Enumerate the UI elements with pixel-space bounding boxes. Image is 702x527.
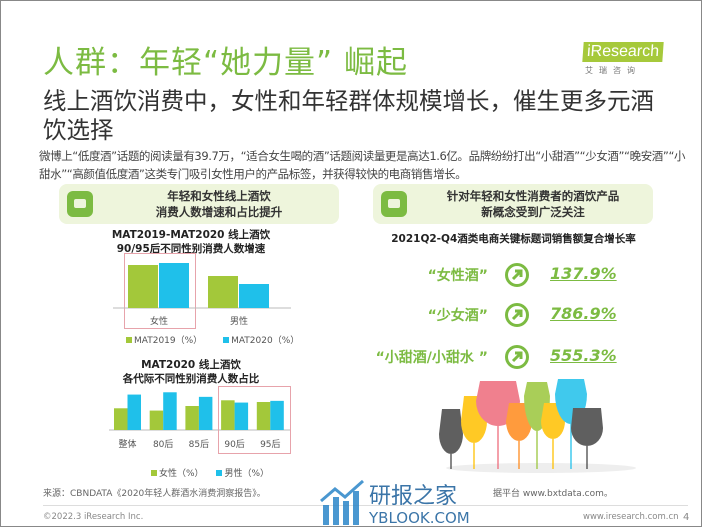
legend-swatch bbox=[216, 470, 223, 476]
category-label: 85后 bbox=[188, 440, 210, 450]
website: www.iresearch.com.cn bbox=[583, 512, 679, 522]
iresearch-logo: iResearch 艾瑞咨询 bbox=[582, 41, 664, 76]
bar-80后-1 bbox=[163, 392, 177, 430]
bar-85后-1 bbox=[198, 396, 213, 430]
category-label: 女性 bbox=[149, 317, 168, 327]
legend-swatch bbox=[223, 337, 230, 343]
bar-85后-0 bbox=[185, 406, 199, 430]
category-label: 80后 bbox=[152, 440, 174, 450]
keyword-label: “小甜酒/小甜水 ” bbox=[375, 350, 488, 366]
banner-line: 针对年轻和女性消费者的酒饮产品 bbox=[446, 189, 620, 203]
svg-text:研报之家: 研报之家 bbox=[369, 484, 457, 509]
bar-女性-0 bbox=[128, 265, 158, 308]
bar-男性-1 bbox=[239, 284, 269, 308]
logo-sub: 艾瑞咨询 bbox=[585, 66, 641, 75]
box-icon bbox=[67, 191, 93, 217]
legend: 女性（%） 男性（%） bbox=[151, 466, 269, 479]
bar-80后-0 bbox=[149, 410, 164, 430]
copyright: ©2022.3 iResearch Inc. bbox=[43, 512, 144, 522]
wine-glasses-illustration bbox=[439, 379, 636, 473]
slide-title: 人群：年轻“她力量” 崛起 bbox=[43, 45, 408, 81]
watermark-logo: 研报之家 YBLOOK.COM bbox=[320, 479, 470, 527]
keyword-label: “少女酒” bbox=[427, 308, 488, 324]
banner-line: 新概念受到广泛关注 bbox=[481, 205, 585, 219]
legend-swatch bbox=[151, 470, 157, 476]
banner-line: 年轻和女性线上酒饮 bbox=[167, 189, 271, 203]
legend-label: MAT2019（%） bbox=[134, 336, 203, 346]
growth-arrow-icon bbox=[505, 303, 529, 327]
growth-arrow-icon bbox=[505, 263, 529, 287]
page-number: 4 bbox=[683, 512, 690, 523]
highlight-box bbox=[124, 253, 196, 329]
bar-90后-0 bbox=[221, 400, 235, 430]
bar-90后-1 bbox=[234, 402, 249, 430]
bar-整体-0 bbox=[114, 408, 128, 430]
source-note: 来源：CBNDATA《2020年轻人群酒水消费洞察报告》。 bbox=[43, 489, 266, 499]
source-note-2: 据平台 www.bxtdata.com。 bbox=[493, 489, 613, 499]
category-label: 整体 bbox=[118, 440, 137, 450]
body-text: 微博上“低度酒”话题的阅读量有39.7万，“适合女生喝的酒”话题阅读量更是高达1… bbox=[39, 149, 686, 181]
chart-title: MAT2020 线上酒饮 bbox=[141, 359, 241, 371]
legend-swatch bbox=[126, 337, 132, 343]
growth-value: 137.9% bbox=[550, 264, 617, 283]
subtitle: 线上酒饮消费中，女性和年轻群体规模增长，催生更多元酒饮选择 bbox=[43, 87, 654, 144]
legend-label: 女性（%） bbox=[159, 469, 204, 479]
category-label: 90后 bbox=[224, 440, 245, 450]
growth-value: 555.3% bbox=[550, 346, 617, 365]
growth-arrow-icon bbox=[505, 345, 529, 369]
bar-整体-1 bbox=[127, 394, 141, 430]
bar-男性-0 bbox=[208, 276, 238, 308]
category-label: 95后 bbox=[260, 440, 281, 450]
highlight-box bbox=[218, 386, 291, 454]
box-icon bbox=[381, 191, 407, 217]
svg-text:YBLOOK.COM: YBLOOK.COM bbox=[368, 509, 470, 527]
legend: MAT2019（%） MAT2020（%） bbox=[126, 333, 299, 346]
chart2-title: MAT2020 线上酒饮各代际不同性别消费人数占比 bbox=[91, 358, 291, 386]
legend-label: 男性（%） bbox=[224, 469, 269, 479]
chart-subtitle: 各代际不同性别消费人数占比 bbox=[122, 373, 260, 385]
right-banner: 针对年轻和女性消费者的酒饮产品 新概念受到广泛关注 bbox=[373, 184, 653, 224]
category-label: 男性 bbox=[229, 317, 248, 327]
chart-title: MAT2019-MAT2020 线上酒饮 bbox=[111, 229, 271, 241]
banner-line: 消费人数增速和占比提升 bbox=[155, 205, 283, 219]
chart1-title: MAT2019-MAT2020 线上酒饮 90/95后不同性别消费人数增速 bbox=[91, 228, 291, 256]
chart-subtitle: 90/95后不同性别消费人数增速 bbox=[116, 243, 266, 255]
bar-95后-1 bbox=[270, 400, 284, 430]
bar-95后-0 bbox=[256, 402, 271, 430]
keyword-label: “女性酒” bbox=[427, 268, 488, 284]
left-banner: 年轻和女性线上酒饮 消费人数增速和占比提升 bbox=[59, 184, 339, 224]
growth-value: 786.9% bbox=[550, 304, 617, 323]
right-chart-title: 2021Q2-Q4酒类电商关键标题词销售额复合增长率 bbox=[391, 233, 636, 245]
footer-divider bbox=[43, 505, 688, 506]
legend-label: MAT2020（%） bbox=[231, 336, 300, 346]
bar-女性-1 bbox=[159, 263, 189, 308]
